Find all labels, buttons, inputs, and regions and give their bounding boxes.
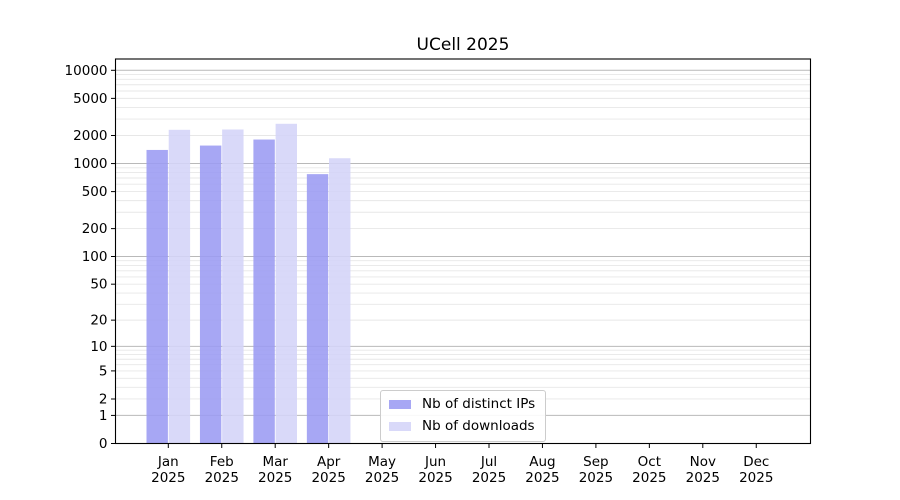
axes-box <box>114 58 812 445</box>
x-tick-label-year: 2025 <box>418 470 452 486</box>
x-tick-label-month: Jan <box>157 454 179 470</box>
x-tick-label-year: 2025 <box>472 470 506 486</box>
x-tick-label-month: Sep <box>583 454 608 470</box>
x-tick-label-year: 2025 <box>632 470 666 486</box>
legend: Nb of distinct IPs Nb of downloads <box>380 390 547 442</box>
y-tick-label: 0 <box>99 436 108 452</box>
bar-distinct-ips-mar <box>253 139 275 444</box>
y-tick-label: 200 <box>82 221 108 237</box>
y-tick-label: 50 <box>90 277 107 293</box>
x-tick-label-year: 2025 <box>525 470 559 486</box>
x-tick-label-year: 2025 <box>205 470 239 486</box>
x-tick-label-month: Jun <box>424 454 446 470</box>
x-tick-label-year: 2025 <box>311 470 345 486</box>
x-tick-label-month: Nov <box>690 454 716 470</box>
x-tick-label-month: Feb <box>210 454 234 470</box>
legend-label-distinct-ips: Nb of distinct IPs <box>422 396 536 412</box>
legend-swatch-distinct-ips-icon <box>389 400 411 409</box>
y-tick-label: 5 <box>99 363 108 379</box>
bar-distinct-ips-feb <box>199 145 222 444</box>
x-tick-label-month: Dec <box>743 454 769 470</box>
x-tick-label-month: Mar <box>262 454 288 470</box>
x-tick-label-year: 2025 <box>151 470 185 486</box>
chart-title: UCell 2025 <box>416 35 510 55</box>
y-tick-label: 1 <box>99 408 108 424</box>
bar-downloads-apr <box>329 158 351 444</box>
bar-distinct-ips-jan <box>146 149 168 444</box>
y-tick-label: 1000 <box>73 156 107 172</box>
bar-distinct-ips-apr <box>306 174 329 444</box>
legend-item-downloads: Nb of downloads <box>389 418 535 435</box>
x-tick-label-year: 2025 <box>258 470 292 486</box>
x-tick-label-year: 2025 <box>365 470 399 486</box>
x-tick-label-year: 2025 <box>739 470 773 486</box>
x-tick-label-year: 2025 <box>579 470 613 486</box>
x-tick-label-month: Aug <box>529 454 555 470</box>
legend-label-downloads: Nb of downloads <box>422 418 535 434</box>
y-tick-label: 100 <box>82 249 108 265</box>
y-tick-label: 20 <box>90 313 107 329</box>
legend-item-distinct-ips: Nb of distinct IPs <box>389 396 535 413</box>
y-tick-label: 2000 <box>73 128 107 144</box>
x-tick-label-month: Apr <box>317 454 341 470</box>
x-tick-label-month: Oct <box>638 454 661 470</box>
bar-downloads-feb <box>222 129 244 444</box>
legend-swatch-downloads-icon <box>389 422 411 431</box>
bar-downloads-mar <box>275 123 297 444</box>
y-tick-label: 500 <box>82 184 108 200</box>
y-tick-label: 10000 <box>65 63 108 79</box>
y-tick-label: 5000 <box>73 91 107 107</box>
x-tick-label-month: Jul <box>480 454 497 470</box>
bar-downloads-jan <box>168 129 191 444</box>
x-tick-label-month: May <box>368 454 396 470</box>
y-tick-label: 10 <box>90 339 107 355</box>
x-tick-label-year: 2025 <box>686 470 720 486</box>
y-tick-label: 2 <box>99 391 108 407</box>
